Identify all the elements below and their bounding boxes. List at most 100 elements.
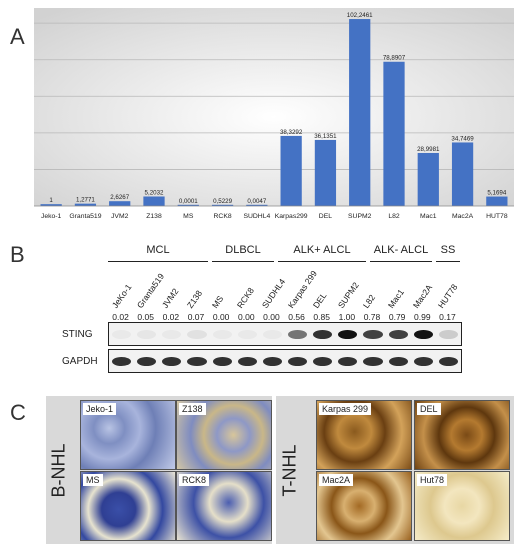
lane-label: Mac2A: [411, 282, 435, 310]
gapdh-band: [388, 357, 408, 366]
panel-a-letter: A: [10, 24, 25, 49]
bar: [109, 201, 131, 206]
ihc-tile-rck8: RCK8: [176, 471, 272, 541]
sting-value: 0.79: [388, 312, 406, 322]
bnhl-ihc-panel: B-NHL Jeko-1 Z138 MS RCK8: [46, 396, 272, 544]
group-label-alk-neg: ALK- ALCL: [373, 244, 429, 256]
data-label: 0,0047: [247, 198, 266, 205]
sting-value: 0.00: [238, 312, 255, 322]
plot-background: [34, 8, 514, 206]
ihc-tile-hut78: Hut78: [414, 471, 510, 541]
group-label-alk-pos: ALK+ ALCL: [293, 244, 351, 256]
group-label-mcl: MCL: [146, 244, 170, 256]
sting-value: 0.00: [212, 312, 230, 322]
sting-band: [313, 330, 333, 339]
sting-value: 0.07: [187, 312, 205, 322]
bar-chart: 1 Jeko-1 1,2771 Granta519 2,6267 JVM2 5,2032 Z1…: [34, 8, 514, 220]
x-tick-label: RCK8: [214, 213, 232, 220]
x-tick-label: Z138: [146, 213, 162, 220]
x-tick-label: Karpas299: [275, 213, 308, 220]
sting-value: 0.02: [162, 312, 180, 322]
sting-band: [112, 330, 132, 339]
gapdh-band: [162, 357, 182, 366]
data-label: 2,6267: [110, 194, 129, 201]
lane-label: Z138: [184, 288, 205, 310]
x-tick-label: SUDHL4: [243, 213, 270, 220]
sting-band: [212, 330, 232, 339]
ihc-tile-label: Mac2A: [319, 474, 354, 486]
x-tick-label: Jeko-1: [41, 213, 62, 220]
lane-label: L82: [360, 292, 378, 310]
sting-value: 0.99: [414, 312, 431, 322]
data-label: 5,1694: [487, 190, 506, 197]
tnhl-title: T-NHL: [279, 444, 300, 497]
gapdh-band: [237, 357, 257, 366]
ihc-tile-label: RCK8: [179, 474, 210, 486]
gapdh-blot: [108, 349, 462, 373]
ihc-tile-label: Jeko-1: [83, 403, 117, 415]
gapdh-band: [438, 357, 458, 366]
sting-blot: [108, 322, 462, 346]
bar: [451, 142, 474, 206]
ihc-tile-ms: MS: [80, 471, 176, 541]
sting-band: [413, 330, 433, 339]
gapdh-band: [313, 357, 333, 366]
data-label: 5,2032: [145, 189, 164, 196]
ihc-tile-label: Z138: [179, 403, 206, 415]
x-tick-label: DEL: [319, 213, 332, 220]
lane-label: JeKo-1: [109, 282, 134, 310]
x-tick-label: HUT78: [486, 213, 508, 220]
sting-row-label: STING: [62, 329, 93, 340]
lane-label: HUT78: [436, 282, 460, 310]
ihc-tile-z138: Z138: [176, 400, 272, 470]
ihc-tile-karpas299: Karpas 299: [316, 400, 412, 470]
bar: [314, 139, 337, 206]
data-label: 1: [49, 197, 53, 204]
sting-band: [288, 330, 308, 339]
sting-band: [237, 330, 257, 339]
sting-value: 0.05: [137, 312, 154, 322]
ihc-tile-mac2a: Mac2A: [316, 471, 412, 541]
sting-value: 0.56: [288, 312, 305, 322]
group-line-alk-neg: [370, 261, 432, 262]
gapdh-band: [137, 357, 157, 366]
gapdh-band: [338, 357, 358, 366]
x-tick-label: JVM2: [111, 213, 129, 220]
sting-band: [363, 330, 383, 339]
data-label: 36,1351: [314, 133, 337, 140]
sting-value: 0.00: [263, 312, 280, 322]
bar: [40, 204, 62, 206]
panel-c-letter: C: [10, 400, 26, 425]
lane-label: DEL: [310, 290, 329, 310]
bar: [143, 196, 165, 206]
lane-label: Mac1: [385, 287, 407, 310]
sting-value: 0.17: [439, 312, 456, 322]
sting-band: [262, 330, 282, 339]
ihc-tile-label: DEL: [417, 403, 441, 415]
bar: [211, 204, 234, 206]
ihc-tile-del: DEL: [414, 400, 510, 470]
gapdh-band: [212, 357, 232, 366]
group-label-ss: SS: [440, 244, 456, 256]
lane-label: SUDHL4: [260, 276, 288, 310]
ihc-tile-jeko1: Jeko-1: [80, 400, 176, 470]
gapdh-band: [363, 357, 383, 366]
sting-band: [438, 330, 458, 339]
gapdh-band: [262, 357, 282, 366]
gapdh-band: [288, 357, 308, 366]
sting-value: 0.02: [112, 312, 129, 322]
bar: [486, 196, 508, 206]
bar: [177, 204, 199, 206]
gapdh-band: [112, 357, 132, 366]
bar: [417, 152, 439, 206]
gapdh-band: [413, 357, 433, 366]
lane-label: SUPM2: [335, 280, 361, 310]
data-label: 28,9981: [417, 146, 440, 153]
ihc-tile-label: MS: [83, 474, 103, 486]
bar: [246, 204, 268, 206]
data-label: 38,3292: [280, 129, 303, 136]
sting-band: [162, 330, 182, 339]
ihc-tile-label: Karpas 299: [319, 403, 372, 415]
group-line-alk-pos: [278, 261, 366, 262]
lane-label: RCK8: [235, 285, 257, 310]
